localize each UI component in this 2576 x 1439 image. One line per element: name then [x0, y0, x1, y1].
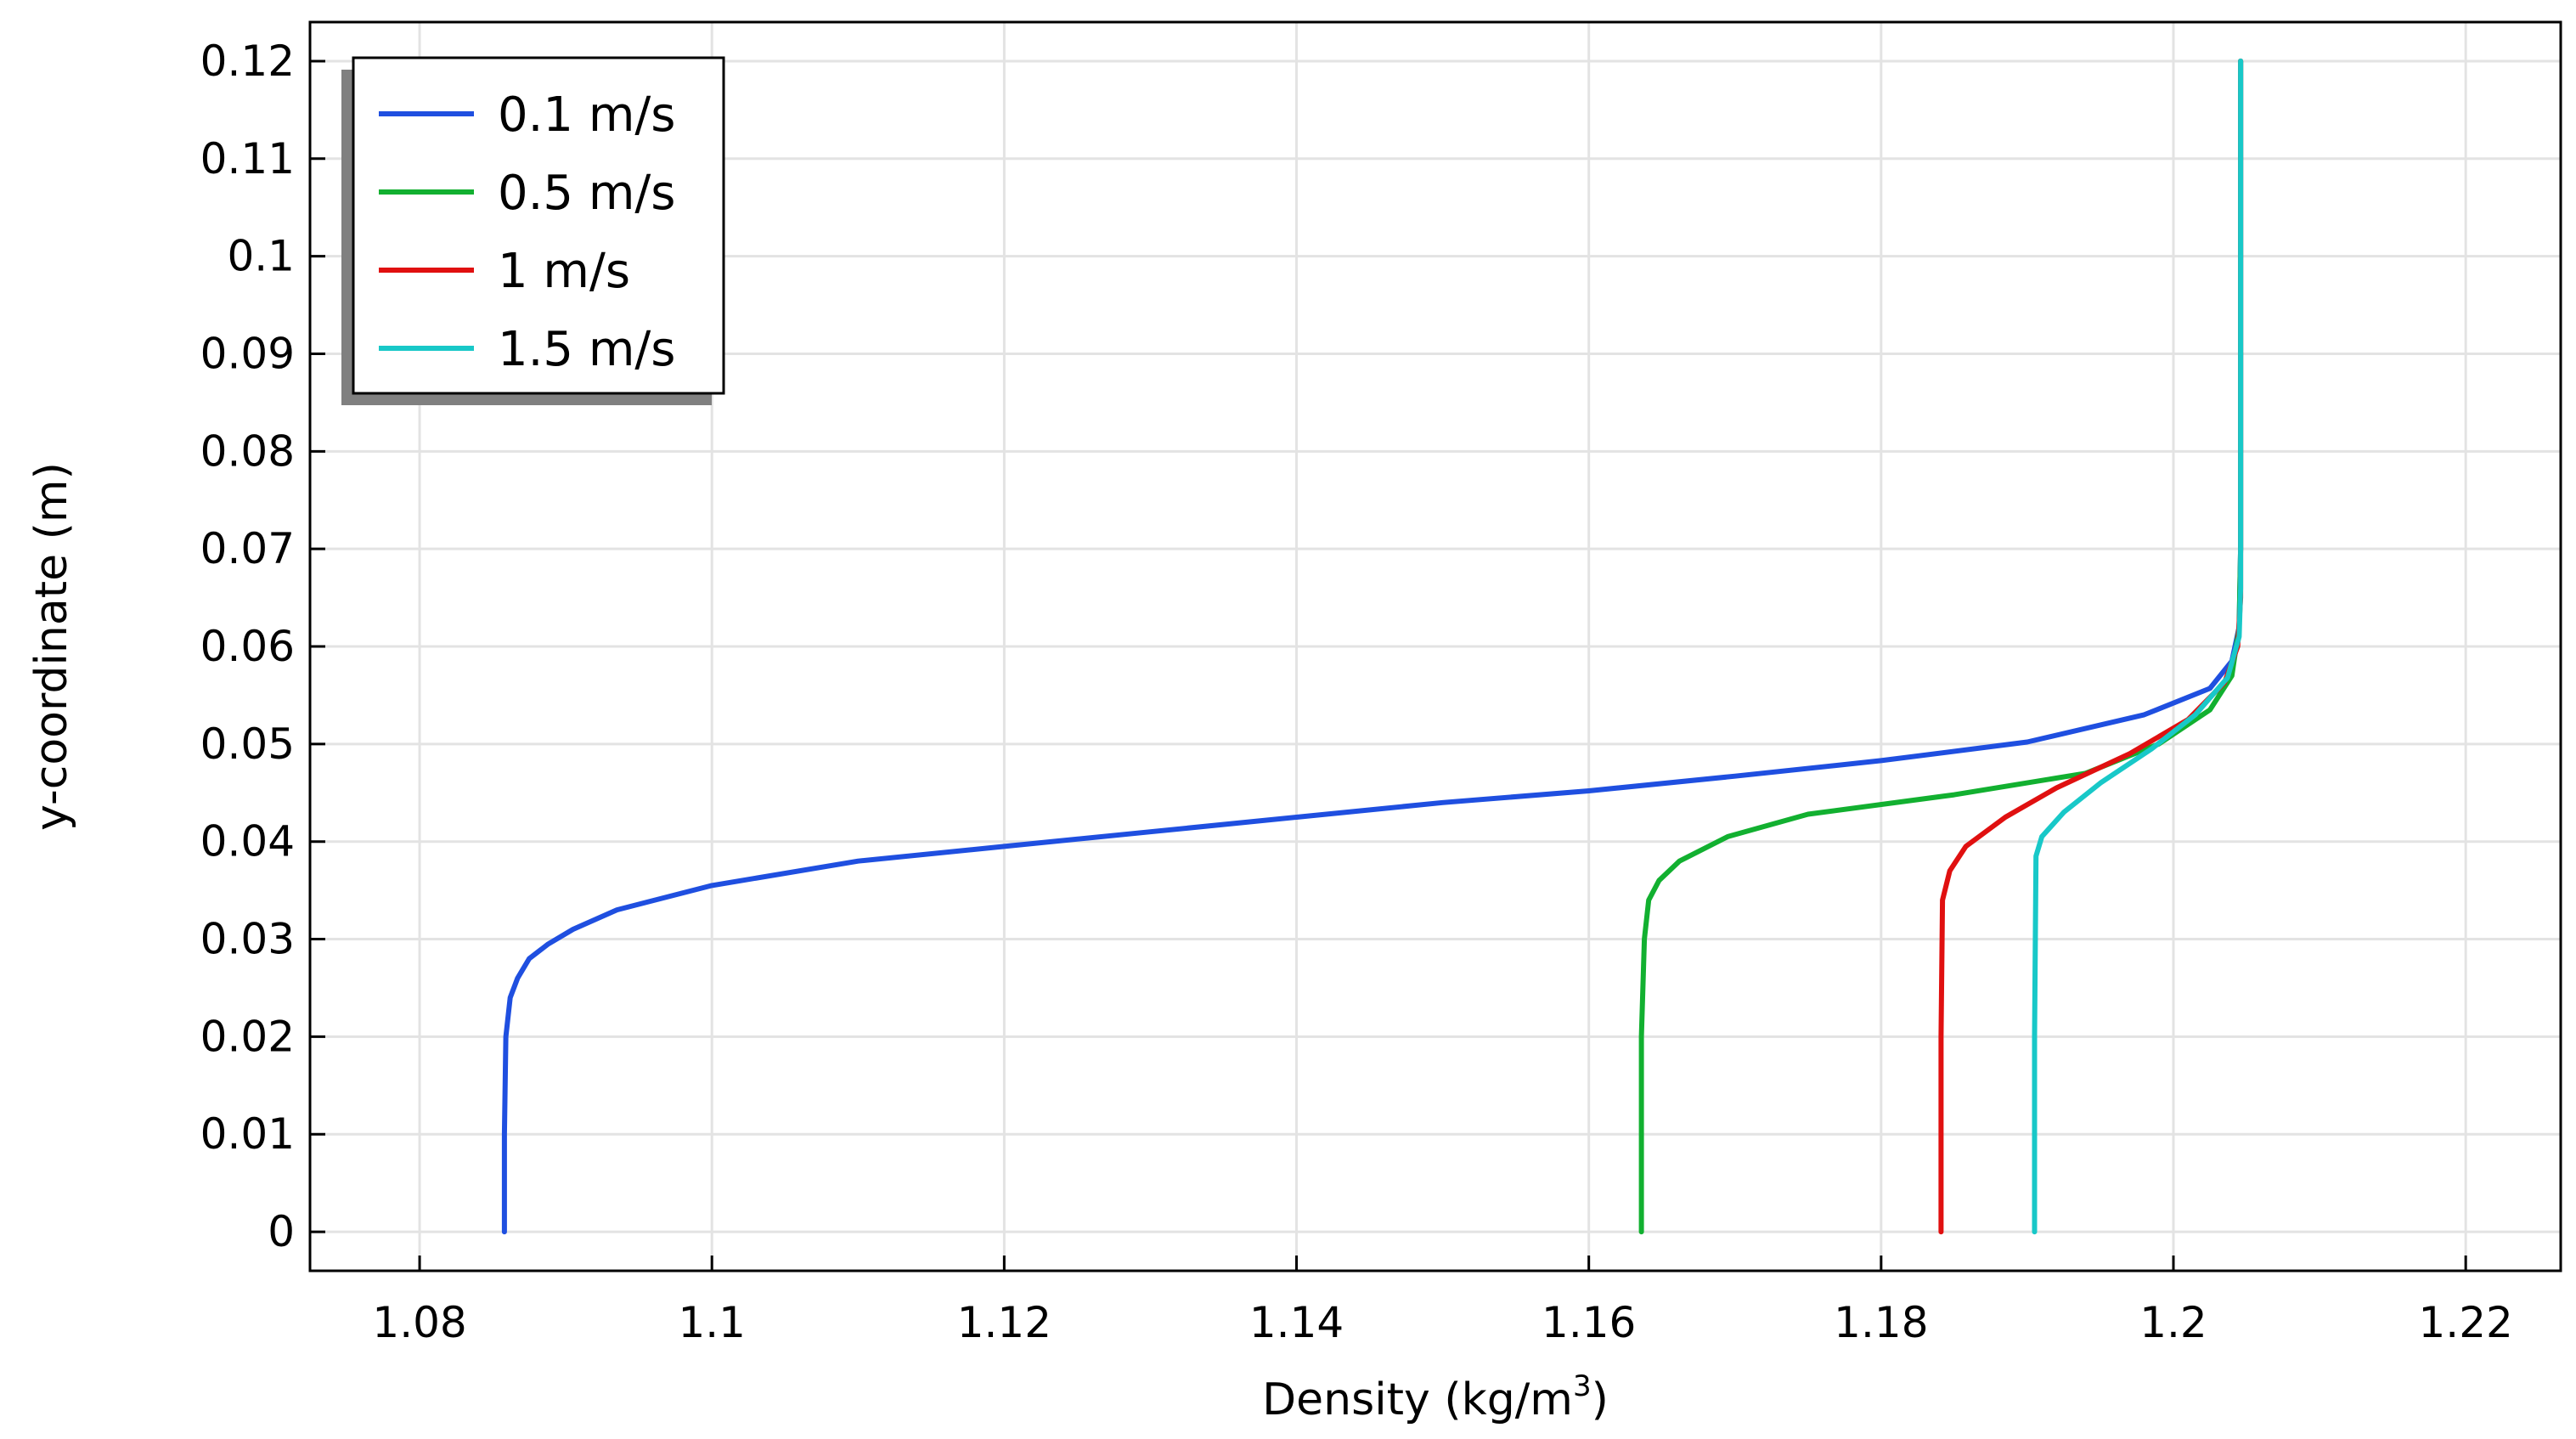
y-tick-label: 0.08 — [200, 426, 295, 476]
legend: 0.1 m/s 0.5 m/s 1 m/s 1.5 m/s — [341, 56, 725, 405]
y-tick-label: 0.07 — [200, 524, 295, 573]
y-tick-label: 0.11 — [200, 134, 295, 183]
x-tick-label: 1.16 — [1542, 1298, 1636, 1347]
y-tick-label: 0.03 — [200, 915, 295, 964]
y-axis-ticks: 0 0.01 0.02 0.03 0.04 0.05 0.06 0.07 0.08 0.09 0.1… — [200, 37, 325, 1256]
series-line — [2032, 58, 2244, 1235]
x-axis-ticks: 1.08 1.1 1.12 1.14 1.16 1.18 1.2 1.22 — [372, 1256, 2513, 1347]
y-tick-label: 0.05 — [200, 720, 295, 769]
y-tick-label: 0.02 — [200, 1012, 295, 1061]
grid-lines — [310, 22, 2561, 1271]
y-tick-label: 0.09 — [200, 329, 295, 378]
x-tick-label: 1.18 — [1834, 1298, 1928, 1347]
x-tick-label: 1.14 — [1249, 1298, 1344, 1347]
series-lines — [501, 58, 2244, 1235]
legend-label: 0.1 m/s — [498, 87, 675, 143]
y-tick-label: 0.01 — [200, 1109, 295, 1159]
x-axis-title: Density (kg/m3) — [1262, 1369, 1609, 1425]
y-axis-title: y-coordinate (m) — [26, 462, 77, 831]
x-tick-label: 1.2 — [2139, 1298, 2207, 1347]
x-tick-label: 1.12 — [957, 1298, 1051, 1347]
legend-label: 1 m/s — [498, 244, 630, 299]
legend-label: 1.5 m/s — [498, 322, 675, 377]
y-tick-label: 0 — [268, 1207, 295, 1256]
y-tick-label: 0.04 — [200, 817, 295, 866]
x-tick-label: 1.1 — [678, 1298, 746, 1347]
y-tick-label: 0.06 — [200, 622, 295, 671]
y-tick-label: 0.12 — [200, 37, 295, 86]
x-tick-label: 1.08 — [372, 1298, 466, 1347]
series-line — [501, 58, 2244, 1235]
x-tick-label: 1.22 — [2418, 1298, 2512, 1347]
y-tick-label: 0.1 — [227, 232, 295, 281]
legend-label: 0.5 m/s — [498, 166, 675, 221]
